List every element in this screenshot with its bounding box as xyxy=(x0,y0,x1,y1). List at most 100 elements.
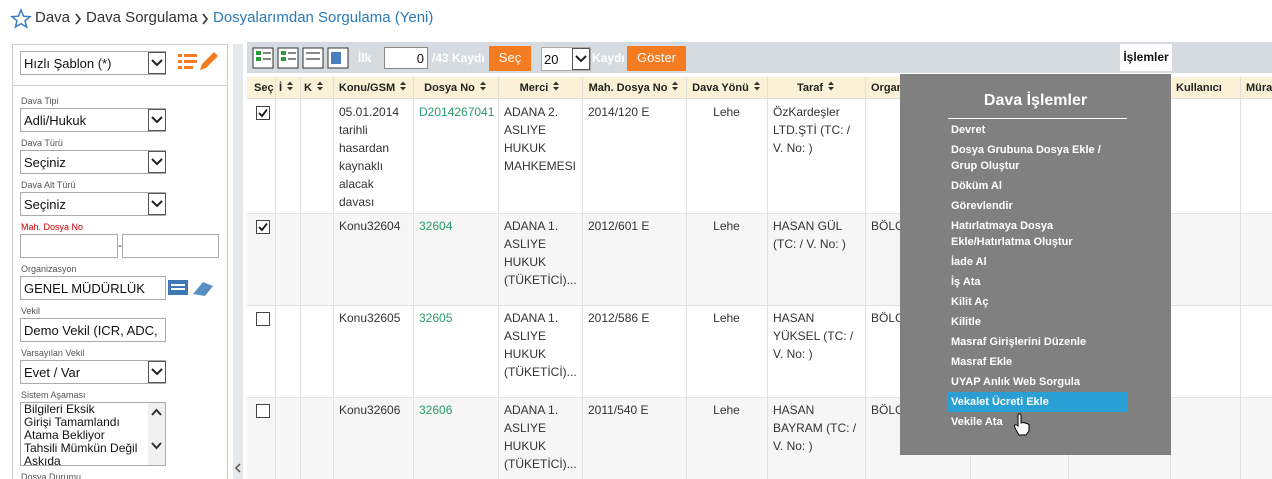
splitter[interactable] xyxy=(233,44,243,479)
column-header[interactable]: Kullanıcı xyxy=(1176,82,1222,94)
dropdown-arrow[interactable] xyxy=(148,361,166,383)
listbox[interactable]: Bilgileri Eksik Girişi Tamamlandı Atama Be… xyxy=(20,402,166,466)
text-input[interactable] xyxy=(20,234,118,258)
scrollbar[interactable] xyxy=(148,403,165,465)
menu-item[interactable]: Masraf Girişlerini Düzenle xyxy=(951,336,1087,348)
column-header[interactable]: Mah. Dosya No xyxy=(582,77,686,99)
table-cell: 2011/540 E xyxy=(588,403,649,417)
menu-item[interactable]: Vekalet Ücreti Ekle xyxy=(947,392,1127,412)
menu-title: Dava İşlemler xyxy=(983,92,1088,109)
table-cell: Konu32606 xyxy=(339,403,401,417)
divider xyxy=(13,85,227,86)
list-option[interactable]: Askıda xyxy=(24,454,61,466)
text-input[interactable]: Demo Vekil (ICR, ADC, xyxy=(20,318,166,342)
menu-list: Devret Dosya Grubuna Dosya Ekle / Grup Ol… xyxy=(947,120,1127,432)
field-label: Dosya Durumu xyxy=(21,472,82,479)
table-cell: BÖLG xyxy=(871,403,905,417)
dropdown-arrow[interactable] xyxy=(148,151,166,173)
operations-tab[interactable]: İşlemler xyxy=(1120,44,1172,71)
list-option[interactable]: Atama Bekliyor xyxy=(24,428,105,442)
column-header[interactable]: İ xyxy=(275,77,300,99)
list-option[interactable]: Girişi Tamamlandı xyxy=(24,415,120,429)
breadcrumb-item[interactable]: Dava Sorgulama xyxy=(86,9,198,26)
select[interactable]: Seçiniz xyxy=(20,150,166,174)
favorite-star[interactable] xyxy=(10,8,32,30)
file-link[interactable]: D2014267041 xyxy=(419,105,495,119)
column-line xyxy=(275,77,276,479)
menu-item[interactable]: Vekile Ata xyxy=(951,416,1003,428)
table-cell: Konu32604 xyxy=(339,219,401,233)
table-cell: 05.01.2014 tarihli hasardan kaynaklı ala… xyxy=(339,105,400,209)
table-cell: BÖLG xyxy=(871,311,905,325)
breadcrumb-item[interactable]: Dava xyxy=(35,9,71,26)
start-input[interactable]: 0 xyxy=(384,47,428,69)
field-label: Organizasyon xyxy=(21,264,77,274)
dropdown-arrow[interactable] xyxy=(148,109,166,131)
menu-item[interactable]: İş Ata xyxy=(951,276,981,288)
column-header[interactable]: Dava Yönü xyxy=(686,77,767,99)
dropdown-arrow[interactable] xyxy=(148,193,166,215)
menu-item[interactable]: Hatırlatmaya Dosya Ekle/Hatırlatma Oluşt… xyxy=(951,220,1073,248)
file-link[interactable]: 32605 xyxy=(419,311,453,325)
column-header[interactable]: Konu/GSM xyxy=(333,77,413,99)
row-checkbox[interactable] xyxy=(256,312,270,326)
sort-icon[interactable] xyxy=(671,81,679,91)
column-header[interactable]: Müra xyxy=(1246,82,1272,94)
menu-item[interactable]: UYAP Anlık Web Sorgula xyxy=(951,376,1080,388)
sort-icon[interactable] xyxy=(552,81,560,91)
column-line xyxy=(413,77,414,479)
sort-icon[interactable] xyxy=(479,81,487,91)
text-input[interactable] xyxy=(122,234,219,258)
list-option[interactable]: Tahsili Mümkün Değil xyxy=(24,441,138,455)
sort-icon[interactable] xyxy=(316,81,324,91)
sort-icon[interactable] xyxy=(399,81,407,91)
select-button[interactable]: Seç xyxy=(489,46,531,71)
sort-icon[interactable] xyxy=(753,81,761,91)
column-header[interactable]: Taraf xyxy=(767,77,865,99)
field-label: Sistem Aşaması xyxy=(21,390,86,400)
column-header[interactable]: Dosya No xyxy=(413,77,498,99)
row-checkbox[interactable] xyxy=(256,106,270,120)
menu-item[interactable]: Kilitle xyxy=(951,316,981,328)
table-cell: Lehe xyxy=(713,311,740,325)
dropdown-arrow[interactable] xyxy=(572,48,590,70)
column-header[interactable]: Merci xyxy=(498,77,582,99)
list-option[interactable]: Bilgileri Eksik xyxy=(24,402,95,416)
select[interactable]: Hızlı Şablon (*) xyxy=(20,51,166,75)
select[interactable]: Adli/Hukuk xyxy=(20,108,166,132)
menu-item[interactable]: Dosya Grubuna Dosya Ekle / Grup Oluştur xyxy=(951,144,1101,172)
column-header[interactable]: Seç xyxy=(254,82,274,94)
row-checkbox[interactable] xyxy=(256,404,270,418)
column-line xyxy=(686,77,687,479)
divider xyxy=(948,118,1127,119)
column-header[interactable]: K xyxy=(300,77,333,99)
column-header[interactable]: Organ xyxy=(871,82,904,94)
dropdown-arrow[interactable] xyxy=(148,52,166,74)
select[interactable]: Evet / Var xyxy=(20,360,166,384)
menu-item[interactable]: Devret xyxy=(951,124,986,136)
menu-item[interactable]: Görevlendir xyxy=(951,200,1013,212)
show-button[interactable]: Göster xyxy=(627,46,686,71)
sort-icon[interactable] xyxy=(286,81,294,91)
table-cell: Lehe xyxy=(713,105,740,119)
table-cell: ADANA 2. ASLIYE HUKUK MAHKEMESI xyxy=(504,105,577,173)
field-label: Vekil xyxy=(21,306,41,316)
field-label: Varsayılan Vekil xyxy=(21,348,85,358)
select[interactable]: Seçiniz xyxy=(20,192,166,216)
menu-item[interactable]: Döküm Al xyxy=(951,180,1002,192)
organization-icons[interactable] xyxy=(167,278,217,298)
template-icons[interactable] xyxy=(178,52,220,74)
sort-icon[interactable] xyxy=(827,81,835,91)
row-checkbox[interactable] xyxy=(256,220,270,234)
menu-item[interactable]: Masraf Ekle xyxy=(951,356,1013,368)
menu-item[interactable]: Kilit Aç xyxy=(951,296,989,308)
collapse-arrow[interactable] xyxy=(233,462,243,474)
text-input[interactable]: GENEL MÜDÜRLÜK xyxy=(20,276,166,300)
file-link[interactable]: 32604 xyxy=(419,219,453,233)
toolbar-icons[interactable] xyxy=(252,46,352,70)
table-cell: 2014/120 E xyxy=(588,105,650,119)
menu-item[interactable]: İade Al xyxy=(951,256,987,268)
table-cell: HASAN YÜKSEL (TC: / V. No: ) xyxy=(773,311,854,361)
file-link[interactable]: 32606 xyxy=(419,403,453,417)
field-label: Mah. Dosya No xyxy=(21,222,84,232)
